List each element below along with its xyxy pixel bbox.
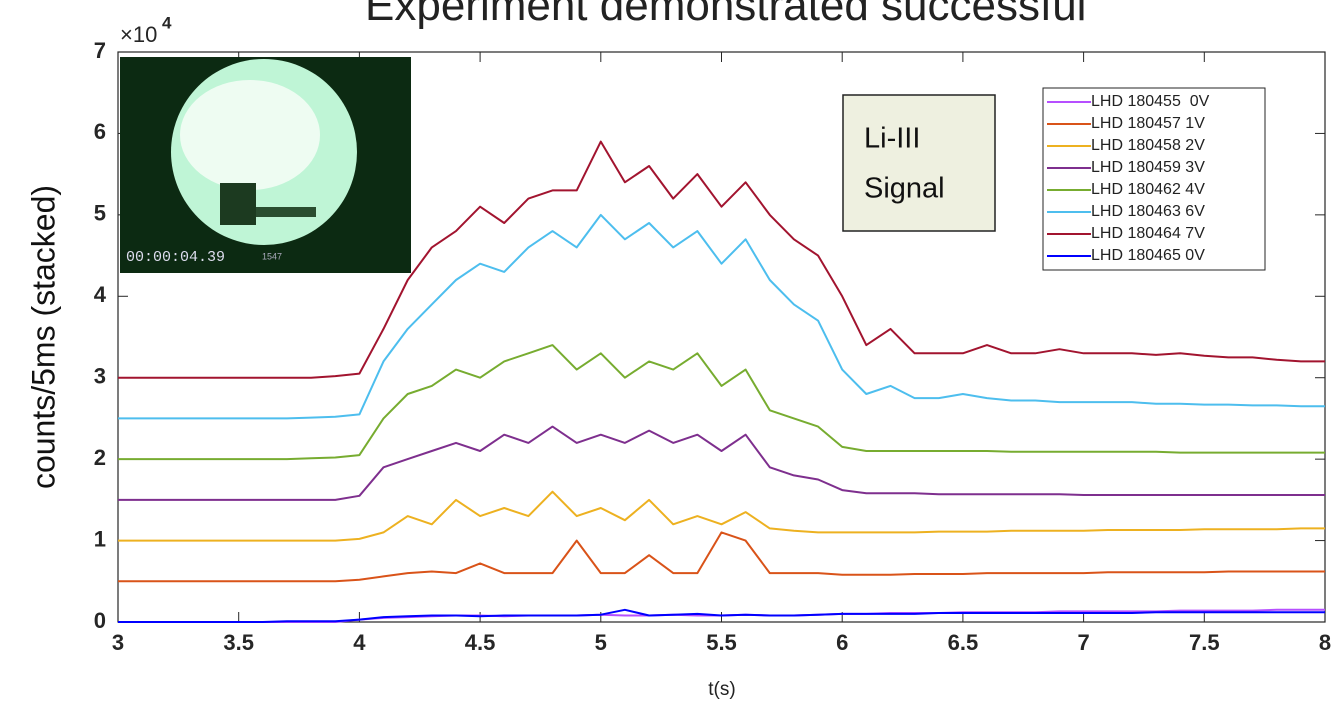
series-line xyxy=(118,140,1325,379)
series-line xyxy=(118,531,1325,583)
y-tick-label: 7 xyxy=(94,38,106,63)
legend-label: LHD 180458 2V xyxy=(1091,137,1205,154)
y-multiplier-exponent: 4 xyxy=(162,13,172,32)
annotation-text: Li-III xyxy=(864,123,920,155)
x-tick-label: 5.5 xyxy=(706,630,737,655)
legend-label: LHD 180465 0V xyxy=(1091,247,1205,264)
y-tick-label: 1 xyxy=(94,526,106,551)
y-tick-label: 3 xyxy=(94,364,106,389)
x-tick-label: 4 xyxy=(353,630,366,655)
legend-label: LHD 180457 1V xyxy=(1091,115,1205,132)
y-axis-label: counts/5ms (stacked) xyxy=(25,185,61,489)
legend-label: LHD 180455 0V xyxy=(1091,93,1210,110)
series-line xyxy=(118,490,1325,542)
y-tick-label: 5 xyxy=(94,201,106,226)
legend: LHD 180455 0V LHD 180457 1V LHD 180458 2V L… xyxy=(1042,87,1266,271)
legend-box xyxy=(1042,87,1266,271)
inset-timestamp: 00:00:04.39 xyxy=(126,249,225,266)
inset-frame: 1547 xyxy=(262,251,282,261)
y-tick-label: 0 xyxy=(94,608,106,633)
inset-glow xyxy=(180,80,320,190)
x-axis-label: t(s) xyxy=(708,679,735,700)
x-tick-label: 7 xyxy=(1077,630,1089,655)
x-tick-label: 5 xyxy=(595,630,607,655)
inset-photo: 00:00:04.39 1547 xyxy=(120,57,411,273)
x-tick-label: 3.5 xyxy=(223,630,254,655)
series-line xyxy=(118,425,1325,501)
inset-object xyxy=(256,207,316,217)
y-tick-label: 4 xyxy=(94,282,107,307)
legend-label: LHD 180463 6V xyxy=(1091,203,1205,220)
y-multiplier: ×10 xyxy=(120,22,157,47)
series-line xyxy=(118,213,1325,420)
chart-title: Experiment demonstrated successful xyxy=(365,0,1086,30)
y-tick-label: 6 xyxy=(94,119,106,144)
annotation-background xyxy=(842,94,996,232)
legend-label: LHD 180459 3V xyxy=(1091,159,1205,176)
inset-object xyxy=(220,183,256,225)
x-tick-label: 7.5 xyxy=(1189,630,1220,655)
legend-label: LHD 180462 4V xyxy=(1091,181,1205,198)
plot-area: 3 3.5 4 4.5 5 5.5 6 6.5 7 7.5 8 0 1 2 3 4 5 6 7 xyxy=(94,38,1331,655)
y-tick-label: 2 xyxy=(94,445,106,470)
x-tick-label: 3 xyxy=(112,630,124,655)
annotation-box: Li-III Signal xyxy=(842,94,996,232)
series-line xyxy=(118,608,1325,623)
annotation-text: Signal xyxy=(864,173,945,205)
x-tick-label: 6.5 xyxy=(948,630,979,655)
x-tick-label: 6 xyxy=(836,630,848,655)
series-line xyxy=(118,344,1325,461)
x-tick-label: 4.5 xyxy=(465,630,496,655)
x-tick-label: 8 xyxy=(1319,630,1331,655)
legend-label: LHD 180464 7V xyxy=(1091,225,1205,242)
